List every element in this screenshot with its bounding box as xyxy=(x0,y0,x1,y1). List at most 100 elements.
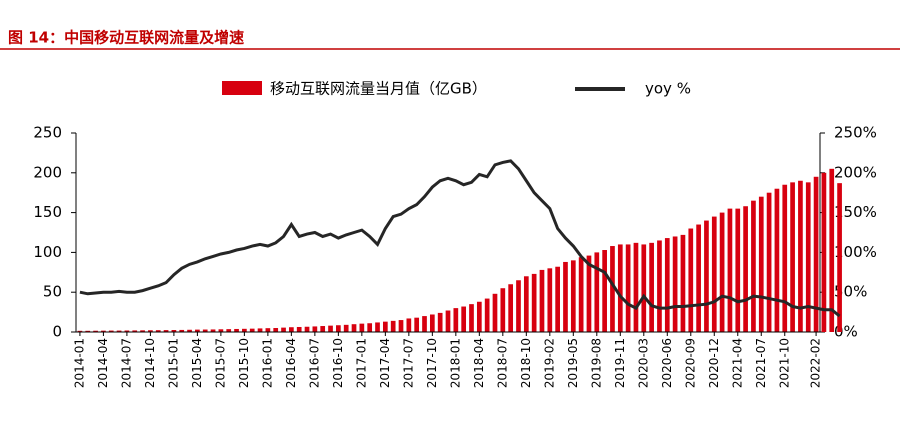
bar xyxy=(195,329,200,332)
bar xyxy=(492,293,498,332)
x-tick-label: 2021-10 xyxy=(777,338,791,388)
x-tick-label: 2020-03 xyxy=(636,338,650,388)
bar xyxy=(727,208,733,332)
x-tick-label: 2016-04 xyxy=(284,338,298,388)
bar xyxy=(719,212,725,332)
bar xyxy=(304,326,310,332)
bar xyxy=(500,288,506,332)
bar xyxy=(163,330,169,332)
x-tick-label: 2021-04 xyxy=(730,338,744,388)
bar xyxy=(829,168,835,332)
bar xyxy=(429,314,435,332)
legend-label: 移动互联网流量当月值（亿GB） xyxy=(270,80,487,98)
bar xyxy=(187,329,192,332)
bar xyxy=(735,208,741,332)
bar xyxy=(343,324,349,332)
x-tick-label: 2016-07 xyxy=(307,338,321,388)
bar xyxy=(234,328,239,332)
bar xyxy=(414,317,420,332)
bar xyxy=(179,329,185,332)
bar xyxy=(476,301,482,332)
x-tick-label: 2019-08 xyxy=(589,338,603,388)
x-tick-label: 2018-10 xyxy=(519,338,533,388)
bar xyxy=(586,255,592,332)
bar xyxy=(116,330,122,332)
bar xyxy=(774,188,780,332)
bar xyxy=(445,310,451,332)
x-tick-label: 2022-02 xyxy=(809,338,823,388)
bar xyxy=(563,261,568,332)
x-tick-label: 2019-11 xyxy=(613,338,627,388)
chart-title: 图 14：中国移动互联网流量及增速 xyxy=(8,29,244,47)
bar xyxy=(766,192,772,332)
bar xyxy=(798,180,803,332)
bar xyxy=(641,244,647,332)
y-tick-label: 100 xyxy=(33,243,62,261)
y2-tick-label: 200% xyxy=(834,163,877,181)
bar xyxy=(657,240,662,332)
x-tick-label: 2021-07 xyxy=(754,338,768,388)
y2-tick-label: 50% xyxy=(834,283,867,301)
x-tick-label: 2016-01 xyxy=(260,338,274,388)
bar xyxy=(570,260,576,332)
x-tick-label: 2020-09 xyxy=(683,338,697,388)
bar xyxy=(359,323,365,332)
bar xyxy=(617,244,623,332)
legend-label: yoy % xyxy=(645,80,691,98)
bar xyxy=(101,330,106,332)
x-tick-label: 2020-06 xyxy=(660,338,674,388)
y-tick-label: 150 xyxy=(33,203,62,221)
x-tick-label: 2014-04 xyxy=(96,338,110,388)
bar xyxy=(202,329,208,332)
bar xyxy=(461,306,467,332)
bar xyxy=(155,330,161,332)
bar xyxy=(555,266,560,332)
x-tick-label: 2017-10 xyxy=(425,338,439,388)
x-tick-label: 2018-07 xyxy=(495,338,509,388)
bar xyxy=(672,236,678,332)
bar xyxy=(531,273,537,332)
line xyxy=(79,159,841,318)
bar xyxy=(680,234,686,332)
bar xyxy=(782,184,788,332)
x-tick-label: 2014-01 xyxy=(72,338,86,388)
bar xyxy=(328,325,333,332)
bar xyxy=(398,320,404,332)
bar xyxy=(790,182,795,332)
bar xyxy=(437,312,443,332)
bar xyxy=(469,304,474,332)
bar xyxy=(108,330,114,332)
x-tick-label: 2015-01 xyxy=(166,338,180,388)
bar xyxy=(696,224,701,332)
bar xyxy=(758,196,764,332)
x-tick-label: 2017-01 xyxy=(354,338,368,388)
bar xyxy=(390,320,396,332)
x-tick-label: 2015-10 xyxy=(237,338,251,388)
legend-swatch xyxy=(222,81,262,95)
bar xyxy=(171,330,177,332)
bar xyxy=(711,216,717,332)
bar xyxy=(594,252,600,332)
bar xyxy=(821,172,827,332)
bar xyxy=(226,329,232,332)
x-tick-label: 2020-12 xyxy=(707,338,721,388)
bar xyxy=(249,328,255,332)
bar xyxy=(320,326,326,332)
x-tick-label: 2015-04 xyxy=(190,338,204,388)
bar xyxy=(242,328,247,332)
bar xyxy=(257,328,263,332)
bar xyxy=(578,257,584,332)
bar xyxy=(351,324,357,332)
bar xyxy=(633,242,639,332)
bar xyxy=(296,326,302,332)
bar xyxy=(813,176,819,332)
bar xyxy=(210,329,216,332)
bar xyxy=(523,276,529,332)
y-tick-label: 0 xyxy=(52,323,62,341)
bar xyxy=(602,250,607,332)
bar xyxy=(93,330,98,332)
x-tick-label: 2018-04 xyxy=(472,338,486,388)
bar xyxy=(805,182,811,332)
bar xyxy=(140,330,145,332)
